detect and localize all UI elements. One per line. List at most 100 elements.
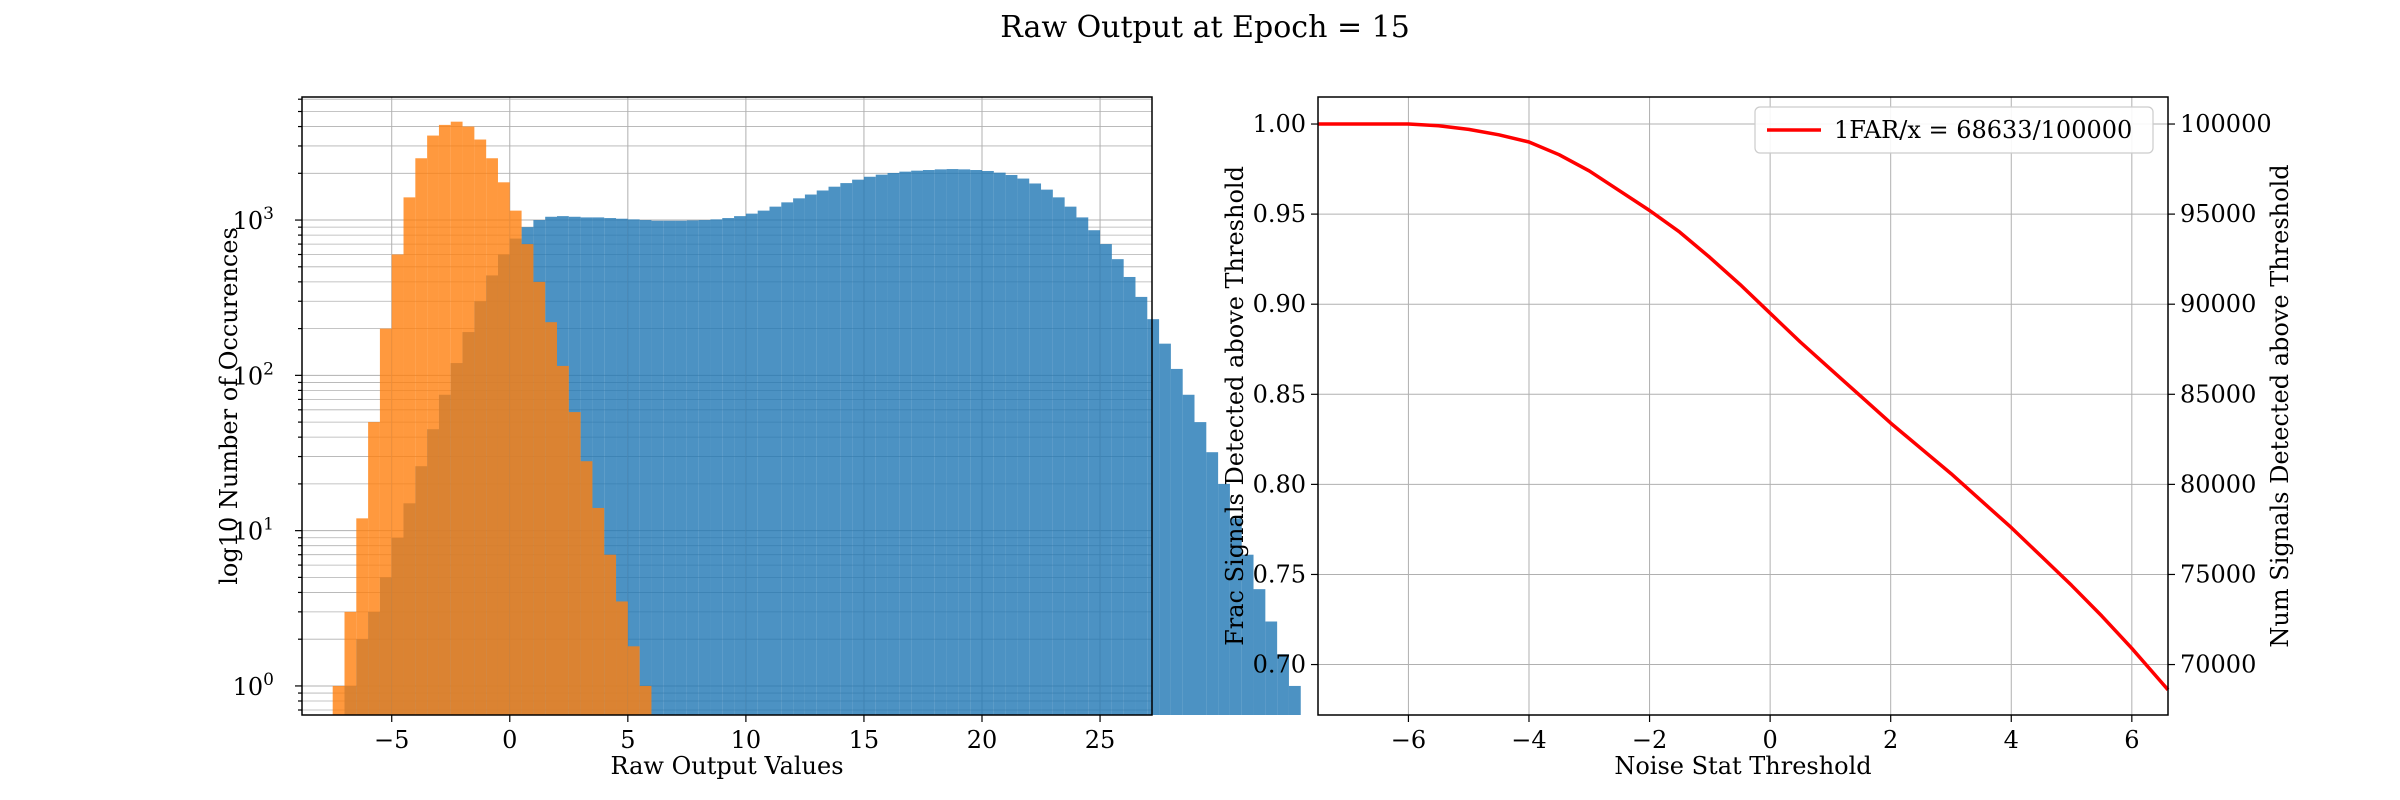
y-tick-label: 1.00 xyxy=(1253,110,1306,138)
signal-histogram-bar xyxy=(769,206,782,715)
signal-histogram-bar xyxy=(922,170,935,715)
y2-tick-label: 100000 xyxy=(2180,110,2272,138)
noise-histogram-bar xyxy=(356,518,369,715)
y-tick-label: 0.70 xyxy=(1253,651,1306,679)
x-tick-label: 20 xyxy=(967,726,998,754)
signal-histogram-bar xyxy=(686,220,699,715)
signal-histogram-bar xyxy=(1064,206,1077,715)
noise-histogram-bar xyxy=(379,328,392,715)
histogram-y-label: log10 Number of Occurences xyxy=(215,227,243,585)
signal-histogram-bar xyxy=(1123,276,1136,715)
legend-box xyxy=(1754,106,2154,154)
signal-histogram-bar xyxy=(946,169,959,715)
signal-histogram-bar xyxy=(804,194,817,716)
signal-histogram-bar xyxy=(958,169,971,715)
noise-histogram-bar xyxy=(344,611,357,715)
y2-tick-label: 80000 xyxy=(2180,470,2256,498)
signal-histogram-bar xyxy=(722,218,735,716)
signal-histogram-bar xyxy=(840,183,853,715)
x-tick-label: −5 xyxy=(374,726,409,754)
y-tick-label: 0.85 xyxy=(1253,380,1306,408)
signal-histogram-bar xyxy=(982,170,994,715)
signal-histogram-bar xyxy=(970,170,982,715)
noise-histogram-bar xyxy=(521,244,534,715)
signal-histogram-bar xyxy=(616,218,628,715)
signal-histogram-bar xyxy=(1170,368,1183,715)
signal-histogram-bar xyxy=(816,190,829,716)
histogram-x-label: Raw Output Values xyxy=(610,752,843,780)
signal-histogram-bar xyxy=(1218,483,1230,715)
noise-histogram-bar xyxy=(474,139,487,715)
noise-histogram-bar xyxy=(627,646,640,715)
signal-histogram-bar xyxy=(781,202,794,715)
signal-histogram-bar xyxy=(911,170,923,716)
y-tick-label: 100 xyxy=(233,670,274,701)
y2-tick-label: 70000 xyxy=(2180,651,2256,679)
curve-x-label: Noise Stat Threshold xyxy=(1614,752,1871,780)
signal-histogram-bar xyxy=(1159,343,1171,715)
signal-histogram-bar xyxy=(875,174,888,715)
signal-histogram-bar xyxy=(852,179,864,715)
noise-histogram-bar xyxy=(462,126,475,716)
noise-histogram-bar xyxy=(592,507,605,715)
x-tick-label: 25 xyxy=(1085,726,1116,754)
signal-histogram-bar xyxy=(757,210,770,715)
noise-histogram-bar xyxy=(427,135,439,716)
y-tick-label: 102 xyxy=(233,359,274,390)
x-tick-label: −6 xyxy=(1391,726,1426,754)
y-tick-label: 0.90 xyxy=(1253,290,1306,318)
signal-histogram-bar xyxy=(1005,175,1018,716)
signal-histogram-bar xyxy=(993,172,1006,716)
signal-histogram-bar xyxy=(1135,296,1148,715)
noise-histogram-bar xyxy=(497,182,510,716)
curve-y-label: Frac Signals Detected above Threshold xyxy=(1221,166,1249,646)
noise-histogram-bar xyxy=(509,210,522,715)
signal-histogram-bar xyxy=(1253,589,1266,715)
signal-histogram-bar xyxy=(745,213,758,716)
signal-histogram-bar xyxy=(1100,244,1112,715)
signal-histogram-bar xyxy=(734,216,746,716)
signal-histogram-bar xyxy=(793,198,805,716)
signal-histogram-bar xyxy=(887,172,900,716)
x-tick-label: 0 xyxy=(502,726,517,754)
signal-histogram-bar xyxy=(1229,518,1242,715)
signal-histogram-bar xyxy=(1182,394,1195,715)
noise-histogram-bar xyxy=(438,124,451,715)
noise-histogram-bar xyxy=(557,365,569,715)
signal-histogram-bar xyxy=(627,219,640,715)
signal-histogram-bar xyxy=(863,176,876,716)
figure-title: Raw Output at Epoch = 15 xyxy=(1000,10,1410,45)
signal-histogram-bar xyxy=(663,220,676,715)
signal-histogram-bar xyxy=(1041,189,1053,715)
curve-ticks: −6 −4 −2 0 2 4 6 0.70 0.75 0.80 0.85 0.90 0.95 1.00 70… xyxy=(1253,110,2272,754)
y-tick-label: 0.75 xyxy=(1253,560,1306,588)
noise-histogram-bar xyxy=(391,254,404,715)
x-tick-label: −2 xyxy=(1632,726,1667,754)
noise-histogram-bar xyxy=(545,322,557,715)
noise-histogram-bar xyxy=(450,121,463,716)
x-tick-label: 4 xyxy=(2004,726,2019,754)
y2-tick-label: 75000 xyxy=(2180,560,2256,588)
signal-histogram-bar xyxy=(1029,183,1042,715)
noise-histogram-bar xyxy=(568,412,581,715)
x-tick-label: 15 xyxy=(849,726,880,754)
curve-y2-label: Num Signals Detected above Threshold xyxy=(2266,164,2294,647)
noise-histogram-bar xyxy=(486,158,498,715)
y2-tick-label: 90000 xyxy=(2180,290,2256,318)
histogram-frame xyxy=(301,96,1153,716)
histogram-bars xyxy=(332,121,1301,716)
y-tick-label: 0.80 xyxy=(1253,470,1306,498)
signal-histogram-bar xyxy=(1265,621,1278,715)
legend-label: 1FAR/x = 68633/100000 xyxy=(1834,116,2132,144)
signal-histogram-bar xyxy=(1111,259,1124,715)
noise-histogram-bar xyxy=(604,554,617,715)
y2-tick-label: 95000 xyxy=(2180,200,2256,228)
signal-histogram-bar xyxy=(710,219,723,715)
signal-histogram-bar xyxy=(1088,230,1101,715)
signal-histogram-bar xyxy=(1241,554,1254,715)
signal-histogram-bar xyxy=(592,217,605,715)
curve-legend: 1FAR/x = 68633/100000 xyxy=(1754,106,2154,154)
noise-histogram-bar xyxy=(533,281,546,715)
